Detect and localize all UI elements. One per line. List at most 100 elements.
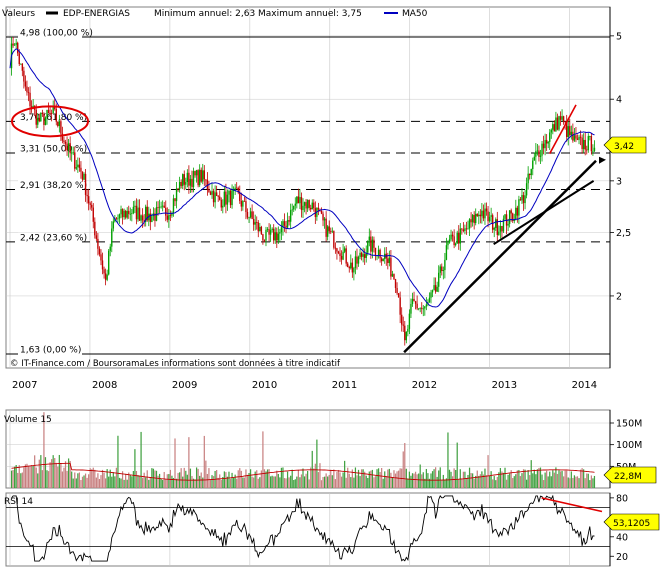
candle-body	[357, 256, 360, 264]
candle-body	[63, 140, 65, 142]
candle-body	[306, 200, 309, 209]
fib-label-bg-1	[18, 112, 82, 123]
candle-body	[462, 229, 465, 232]
candle-body	[114, 218, 116, 222]
candle-body	[581, 137, 583, 149]
candle-body	[487, 211, 489, 222]
rsi-tick-label-0: 80	[616, 493, 628, 504]
candle-body	[165, 207, 167, 216]
x-tick-label-2009: 2009	[172, 380, 197, 391]
x-tick-label-2008: 2008	[92, 380, 117, 391]
candle-body	[232, 190, 235, 192]
candle-body	[323, 218, 326, 221]
fib-label-0: 4,98 (100,00 %)	[20, 29, 93, 39]
candle-body	[269, 230, 272, 235]
candle-body	[589, 136, 591, 137]
candle-body	[391, 274, 394, 277]
candle-body	[243, 201, 246, 202]
candle-body	[299, 197, 301, 204]
candle-body	[510, 210, 512, 214]
candle-body	[470, 219, 472, 223]
candle-body	[362, 254, 364, 257]
candle-body	[58, 121, 61, 126]
x-tick-label-2011: 2011	[332, 380, 357, 391]
trend-arrow-head	[599, 156, 606, 164]
candle-body	[562, 116, 565, 122]
candle-body	[552, 124, 554, 130]
candle-body	[15, 42, 17, 45]
candle-body	[169, 215, 172, 217]
candle-body	[154, 213, 156, 221]
candle-body	[532, 160, 534, 170]
candle-body	[425, 304, 428, 307]
candle-body	[558, 116, 560, 130]
fib-label-5: 1,63 (0,00 %)	[20, 346, 81, 356]
candle-body	[149, 213, 152, 222]
candle-body	[192, 171, 195, 187]
candle-body	[447, 242, 449, 246]
candle-body	[593, 147, 596, 151]
candle-layer	[10, 37, 596, 346]
candle-body	[373, 239, 375, 248]
candle-body	[191, 178, 193, 187]
fib-label-4: 2,42 (23,60 %)	[20, 233, 87, 243]
candle-body	[363, 254, 366, 258]
fib-highlight-ellipse	[11, 105, 89, 138]
candle-body	[371, 239, 374, 252]
candle-body	[215, 192, 218, 196]
candle-body	[268, 229, 270, 235]
candle-body	[81, 171, 84, 180]
candle-body	[140, 215, 142, 221]
candle-body	[54, 107, 56, 109]
candle-body	[55, 108, 57, 122]
candle-body	[402, 324, 404, 326]
candle-body	[226, 194, 229, 205]
candle-body	[23, 70, 25, 82]
header-ticker: EDP-ENERGIAS	[63, 9, 130, 19]
candle-body	[578, 136, 580, 140]
candle-body	[439, 266, 441, 273]
candle-body	[111, 228, 113, 247]
candle-body	[109, 246, 111, 251]
rsi-tick-label-2: 40	[616, 532, 628, 543]
candle-body	[245, 201, 247, 213]
candle-body	[334, 247, 337, 249]
candle-body	[405, 331, 408, 341]
candle-body	[175, 188, 178, 202]
volume-ma-line	[11, 462, 595, 481]
candle-body	[561, 116, 563, 120]
candle-body	[106, 274, 108, 280]
candle-body	[524, 195, 526, 204]
candle-body	[582, 139, 585, 149]
candle-body	[46, 109, 48, 118]
candle-body	[89, 203, 91, 205]
candle-body	[528, 173, 531, 176]
candle-body	[168, 215, 170, 220]
candle-body	[262, 234, 264, 241]
candle-body	[86, 194, 88, 197]
fib-label-2: 3,31 (50,00 %)	[20, 144, 87, 154]
ma-layer	[9, 48, 595, 308]
candle-body	[138, 207, 141, 221]
rsi-panel-frame	[5, 492, 611, 567]
candle-body	[584, 139, 586, 150]
candle-body	[387, 258, 389, 263]
candle-body	[521, 195, 523, 201]
candle-body	[265, 229, 267, 241]
candle-body	[350, 262, 352, 269]
candle-body	[202, 170, 204, 182]
fib-label-3: 2,91 (38,20 %)	[20, 181, 87, 191]
fib-label-bg-0	[18, 28, 82, 38]
x-tick-label-2007: 2007	[12, 380, 37, 391]
candle-body	[410, 303, 412, 314]
candle-body	[248, 217, 250, 219]
header-ma-label: MA50	[402, 9, 428, 19]
candle-body	[496, 219, 498, 235]
support-trend-line-2	[493, 180, 595, 246]
header-series-label: Valeurs	[2, 9, 35, 19]
candle-body	[124, 210, 127, 218]
candle-body	[397, 293, 400, 298]
candle-body	[351, 262, 354, 273]
candle-body	[151, 216, 153, 222]
